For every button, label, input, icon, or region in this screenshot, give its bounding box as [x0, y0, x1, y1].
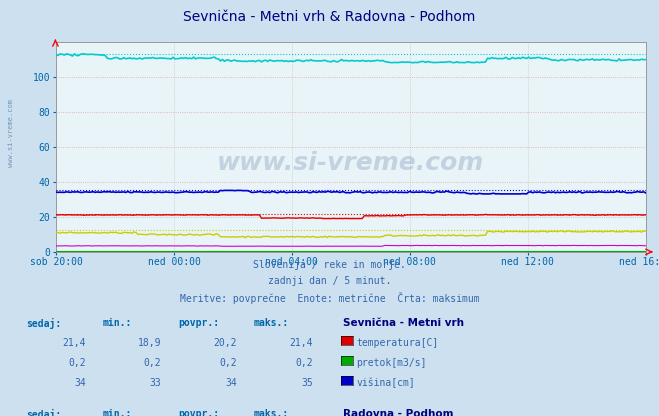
Text: www.si-vreme.com: www.si-vreme.com [217, 151, 484, 176]
Text: sedaj:: sedaj: [26, 318, 61, 329]
Text: maks.:: maks.: [254, 318, 289, 328]
Text: povpr.:: povpr.: [178, 409, 219, 416]
Text: 18,9: 18,9 [138, 338, 161, 348]
Text: povpr.:: povpr.: [178, 318, 219, 328]
Text: zadnji dan / 5 minut.: zadnji dan / 5 minut. [268, 276, 391, 286]
Text: Sevnična - Metni vrh & Radovna - Podhom: Sevnična - Metni vrh & Radovna - Podhom [183, 10, 476, 25]
Text: min.:: min.: [102, 318, 132, 328]
Text: 0,2: 0,2 [144, 358, 161, 368]
Text: 35: 35 [301, 378, 313, 388]
Text: pretok[m3/s]: pretok[m3/s] [357, 358, 427, 368]
Text: 20,2: 20,2 [214, 338, 237, 348]
Text: 34: 34 [74, 378, 86, 388]
Text: Radovna - Podhom: Radovna - Podhom [343, 409, 453, 416]
Text: temperatura[C]: temperatura[C] [357, 338, 439, 348]
Text: 34: 34 [225, 378, 237, 388]
Text: maks.:: maks.: [254, 409, 289, 416]
Text: sedaj:: sedaj: [26, 409, 61, 416]
Text: 0,2: 0,2 [68, 358, 86, 368]
Text: min.:: min.: [102, 409, 132, 416]
Text: 21,4: 21,4 [62, 338, 86, 348]
Text: 21,4: 21,4 [289, 338, 313, 348]
Text: Meritve: povprečne  Enote: metrične  Črta: maksimum: Meritve: povprečne Enote: metrične Črta:… [180, 292, 479, 304]
Text: www.si-vreme.com: www.si-vreme.com [8, 99, 14, 167]
Text: višina[cm]: višina[cm] [357, 378, 415, 389]
Text: 0,2: 0,2 [219, 358, 237, 368]
Text: 33: 33 [150, 378, 161, 388]
Text: Slovenija / reke in morje.: Slovenija / reke in morje. [253, 260, 406, 270]
Text: 0,2: 0,2 [295, 358, 313, 368]
Text: Sevnična - Metni vrh: Sevnična - Metni vrh [343, 318, 464, 328]
